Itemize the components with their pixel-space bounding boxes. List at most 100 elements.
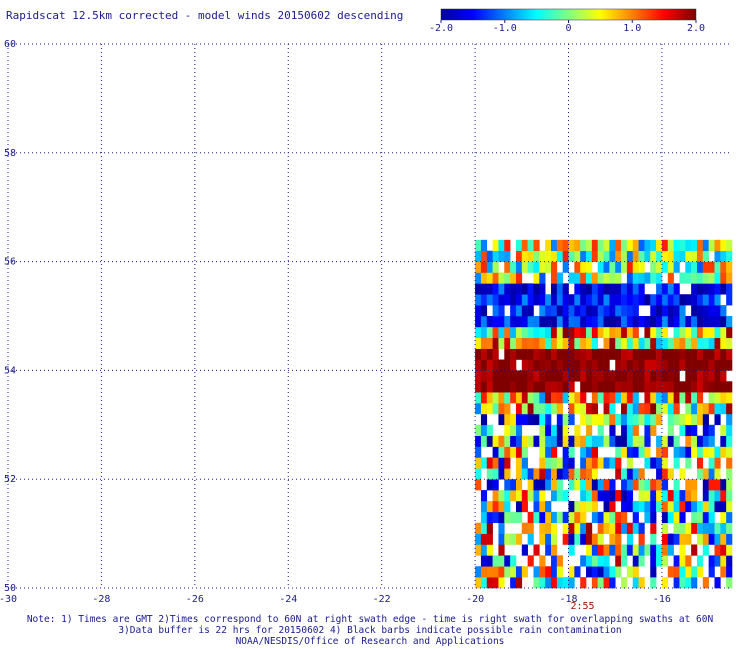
heatmap-cell [586, 555, 593, 567]
heatmap-cell [498, 294, 505, 306]
heatmap-cell [708, 403, 715, 415]
heatmap-cell [475, 566, 482, 578]
heatmap-cell [685, 490, 692, 502]
heatmap-cell [475, 250, 482, 262]
heatmap-cell [621, 468, 628, 480]
heatmap-cell [556, 424, 563, 436]
heatmap-cell [708, 446, 715, 458]
heatmap-cell [708, 555, 715, 567]
heatmap-cell [486, 577, 493, 589]
heatmap-cell [708, 479, 715, 491]
heatmap-cell [632, 348, 639, 360]
heatmap-cell [591, 490, 599, 502]
heatmap-cell [632, 413, 639, 426]
heatmap-cell [720, 337, 727, 349]
heatmap-cell [574, 424, 581, 436]
heatmap-cell [685, 239, 692, 252]
heatmap-cell [650, 294, 657, 306]
heatmap-cell [574, 392, 581, 404]
heatmap-cell [714, 305, 721, 317]
heatmap-cell [591, 250, 599, 262]
heatmap-cell [556, 392, 563, 404]
heatmap-cell [685, 261, 692, 273]
heatmap-cell [667, 403, 674, 415]
heatmap-cell [597, 522, 604, 534]
heatmap-cell [539, 424, 546, 436]
heatmap-cell [615, 337, 622, 349]
heatmap-cell [673, 283, 680, 295]
heatmap-cell [556, 381, 563, 393]
heatmap-cell [720, 359, 727, 371]
heatmap-cell [480, 250, 488, 262]
heatmap-cell [539, 468, 546, 480]
heatmap-cell [626, 392, 634, 404]
heatmap-cell [679, 446, 686, 458]
heatmap-cell [562, 490, 569, 502]
heatmap-cell [521, 316, 528, 328]
heatmap-cell [661, 403, 669, 415]
heatmap-cell [551, 261, 558, 273]
heatmap-cell [504, 500, 511, 513]
heatmap-cell [527, 316, 534, 328]
heatmap-cell [679, 392, 686, 404]
heatmap-cell [626, 283, 634, 295]
heatmap-cell [533, 250, 540, 262]
heatmap-cell [568, 272, 575, 284]
heatmap-cell [726, 468, 733, 480]
heatmap-cell [480, 490, 488, 502]
heatmap-cell [603, 337, 610, 349]
heatmap-cell [650, 381, 657, 393]
heatmap-cell [568, 294, 575, 306]
heatmap-cell [626, 261, 634, 273]
heatmap-cell [673, 555, 680, 567]
heatmap-cell [597, 413, 604, 426]
heatmap-cell [621, 370, 628, 382]
heatmap-cell [533, 500, 540, 513]
heatmap-cell [586, 272, 593, 284]
heatmap-cell [685, 316, 692, 328]
heatmap-cell [568, 511, 575, 524]
heatmap-cell [632, 239, 639, 252]
heatmap-cell [726, 239, 733, 252]
heatmap-cell [515, 392, 523, 404]
heatmap-cell [515, 348, 523, 360]
heatmap-cell [673, 500, 680, 513]
heatmap-cell [714, 239, 721, 252]
heatmap-cell [480, 370, 488, 382]
heatmap-cell [615, 566, 622, 578]
heatmap-cell [568, 413, 575, 426]
heatmap-cell [498, 446, 505, 458]
heatmap-cell [480, 413, 488, 426]
heatmap-cell [679, 348, 686, 360]
heatmap-cell [673, 381, 680, 393]
heatmap-cell [708, 511, 715, 524]
heatmap-cell [673, 359, 680, 371]
heatmap-cell [539, 392, 546, 404]
heatmap-cell [551, 511, 558, 524]
heatmap-cell [527, 403, 534, 415]
heatmap-cell [533, 283, 540, 295]
heatmap-cell [638, 370, 645, 382]
heatmap-cell [568, 468, 575, 480]
heatmap-cell [515, 511, 523, 524]
heatmap-cell [650, 511, 657, 524]
heatmap-cell [597, 392, 604, 404]
heatmap-cell [533, 381, 540, 393]
heatmap-cell [685, 294, 692, 306]
heatmap-cell [661, 544, 669, 556]
heatmap-cell [626, 413, 634, 426]
heatmap-cell [580, 239, 587, 252]
heatmap-cell [679, 239, 686, 252]
heatmap-cell [597, 294, 604, 306]
heatmap-cell [621, 392, 628, 404]
heatmap-cell [603, 283, 610, 295]
heatmap-cell [498, 511, 505, 524]
heatmap-cell [591, 305, 599, 317]
heatmap-cell [545, 359, 552, 371]
heatmap-cell [527, 239, 534, 252]
heatmap-cell [498, 435, 505, 447]
heatmap-cell [574, 435, 581, 447]
heatmap-cell [609, 294, 616, 306]
heatmap-cell [650, 261, 657, 273]
heatmap-cell [696, 348, 704, 360]
